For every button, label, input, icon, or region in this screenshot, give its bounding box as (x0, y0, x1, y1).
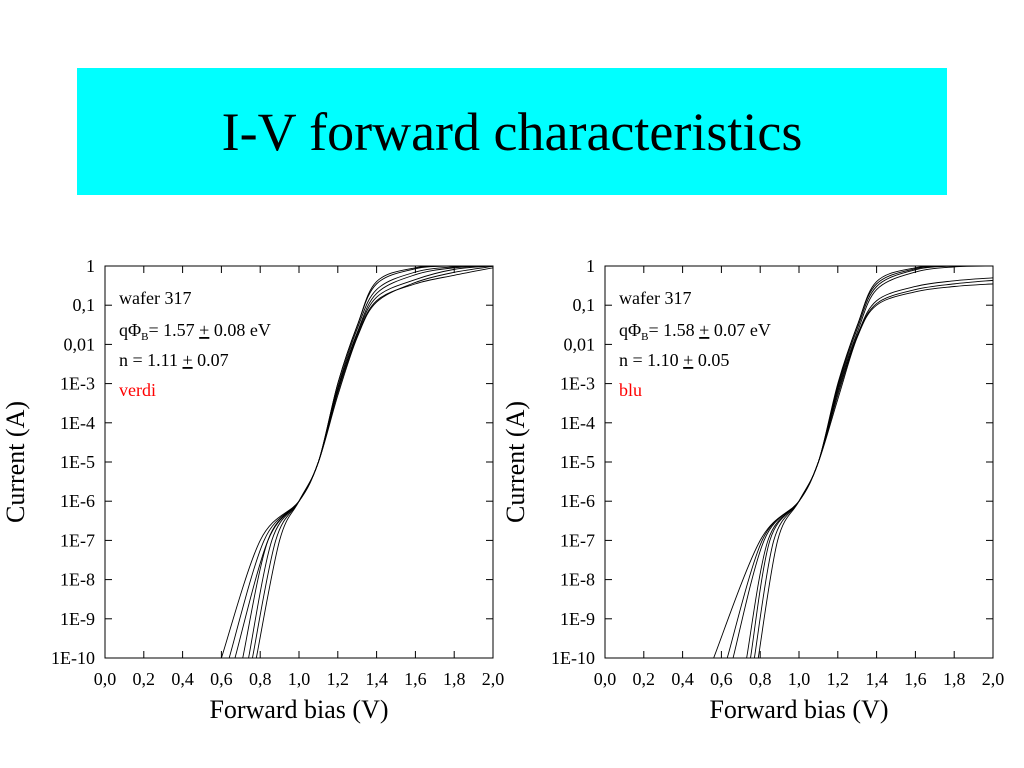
x-tick-label: 0,4 (171, 669, 194, 689)
x-tick-label: 0,0 (594, 669, 617, 689)
x-tick-label: 1,8 (443, 669, 466, 689)
annotation-ideality: n = 1.11 + 0.07 (119, 350, 229, 370)
series-line-1 (220, 266, 493, 658)
series-line-3 (732, 277, 993, 658)
x-tick-label: 1,2 (827, 669, 850, 689)
slide-title: I-V forward characteristics (221, 101, 803, 162)
y-tick-label: 1E-9 (60, 609, 95, 629)
x-tick-label: 1,2 (327, 669, 350, 689)
x-tick-label: 0,0 (94, 669, 117, 689)
series-line-7 (757, 266, 993, 658)
series-line-4 (746, 266, 993, 658)
annotation-wafer: wafer 317 (619, 288, 691, 308)
x-tick-label: 1,0 (788, 669, 811, 689)
series-line-6 (753, 266, 993, 658)
y-tick-label: 1E-8 (60, 570, 95, 590)
series-line-2 (726, 279, 993, 658)
y-axis-label: Current (A) (501, 401, 530, 523)
y-tick-label: 1E-5 (60, 452, 95, 472)
series-line-5 (750, 266, 993, 658)
slide-title-banner: I-V forward characteristics (77, 68, 947, 195)
annotation-barrier-height: qΦB= 1.58 + 0.07 eV (619, 320, 771, 343)
y-tick-label: 0,01 (564, 334, 596, 354)
annotation-wafer: wafer 317 (119, 288, 191, 308)
y-tick-label: 1E-10 (51, 648, 95, 668)
y-tick-label: 0,1 (73, 295, 96, 315)
y-tick-label: 1E-6 (560, 491, 595, 511)
x-axis-label: Forward bias (V) (209, 695, 388, 724)
annotation-barrier-height: qΦB= 1.57 + 0.08 eV (119, 320, 271, 343)
series-line-2 (228, 267, 493, 658)
x-tick-label: 0,6 (210, 669, 233, 689)
series-line-5 (248, 266, 493, 658)
y-axis-label: Current (A) (1, 401, 30, 523)
x-tick-label: 0,2 (633, 669, 656, 689)
x-tick-label: 0,4 (671, 669, 694, 689)
y-tick-label: 1E-8 (560, 570, 595, 590)
x-tick-label: 0,2 (133, 669, 156, 689)
annotation-sample-label: blu (619, 380, 642, 400)
y-tick-label: 1E-7 (560, 530, 595, 550)
series-line-1 (713, 283, 993, 658)
x-tick-label: 1,0 (288, 669, 311, 689)
series-line-3 (234, 266, 493, 658)
y-tick-label: 1E-3 (560, 374, 595, 394)
x-tick-label: 0,8 (749, 669, 772, 689)
x-tick-label: 1,4 (865, 669, 888, 689)
y-tick-label: 0,1 (573, 295, 596, 315)
annotation-ideality: n = 1.10 + 0.05 (619, 350, 729, 370)
y-tick-label: 1 (586, 256, 595, 276)
series-line-4 (242, 266, 493, 658)
y-tick-label: 1E-4 (60, 413, 95, 433)
series-line-6 (251, 266, 493, 658)
x-tick-label: 2,0 (482, 669, 505, 689)
x-tick-label: 1,6 (404, 669, 427, 689)
y-tick-label: 1E-3 (60, 374, 95, 394)
iv-chart-left: 1E-101E-91E-81E-71E-61E-51E-41E-30,010,1… (1, 256, 505, 724)
x-tick-label: 1,4 (365, 669, 388, 689)
x-tick-label: 1,8 (943, 669, 966, 689)
y-tick-label: 1E-10 (551, 648, 595, 668)
x-axis-label: Forward bias (V) (709, 695, 888, 724)
y-tick-label: 1E-9 (560, 609, 595, 629)
series-line-7 (255, 266, 493, 658)
x-tick-label: 0,8 (249, 669, 272, 689)
x-tick-label: 2,0 (982, 669, 1005, 689)
y-tick-label: 0,01 (64, 334, 96, 354)
x-tick-label: 0,6 (710, 669, 733, 689)
y-tick-label: 1E-6 (60, 491, 95, 511)
iv-chart-right: 1E-101E-91E-81E-71E-61E-51E-41E-30,010,1… (501, 256, 1005, 724)
y-tick-label: 1E-7 (60, 530, 95, 550)
y-tick-label: 1E-4 (560, 413, 595, 433)
annotation-sample-label: verdi (119, 380, 156, 400)
x-tick-label: 1,6 (904, 669, 927, 689)
y-tick-label: 1 (86, 256, 95, 276)
y-tick-label: 1E-5 (560, 452, 595, 472)
